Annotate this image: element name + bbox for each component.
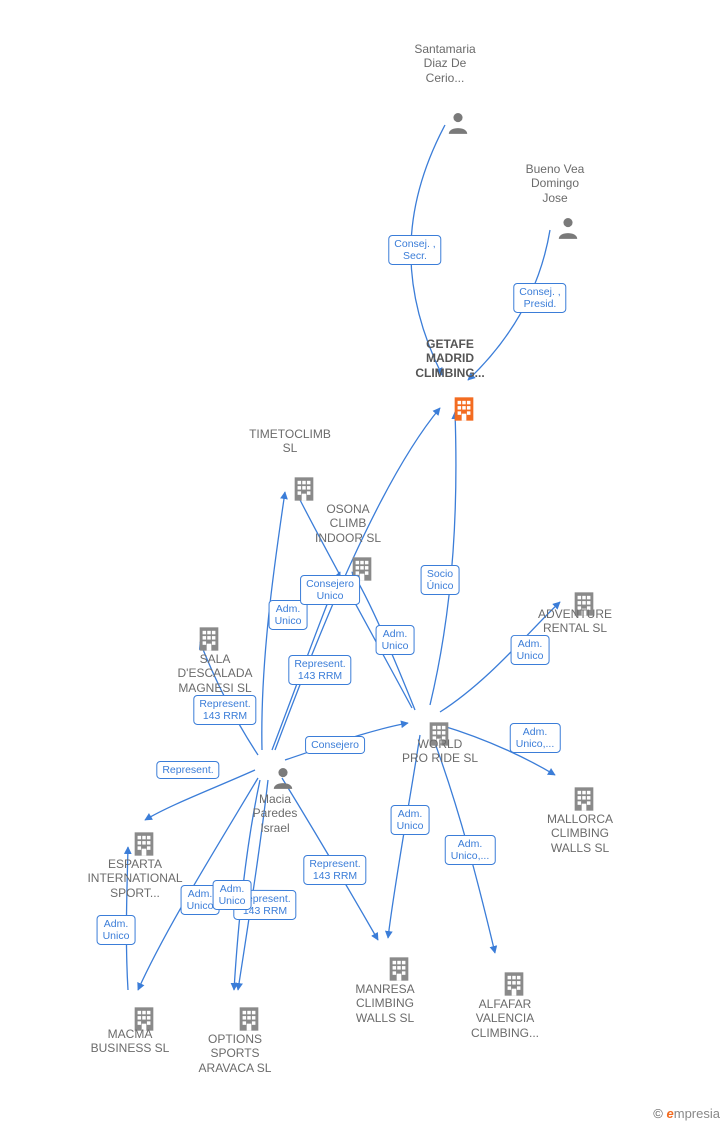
edge-label: Consej. , Secr. — [388, 235, 441, 265]
edge-label: Adm. Unico — [376, 625, 415, 655]
node-label: Macia Paredes Israel — [215, 792, 335, 835]
person-icon — [555, 215, 581, 241]
building-icon — [195, 625, 223, 653]
edge-label: Adm. Unico,... — [510, 723, 561, 753]
node-label: MALLORCA CLIMBING WALLS SL — [520, 812, 640, 855]
node-label: OPTIONS SPORTS ARAVACA SL — [175, 1032, 295, 1075]
building-icon — [385, 955, 413, 983]
edge-label: Consejero — [305, 736, 365, 754]
node-label: ALFAFAR VALENCIA CLIMBING... — [445, 997, 565, 1040]
building-icon — [130, 830, 158, 858]
node-label: MANRESA CLIMBING WALLS SL — [325, 982, 445, 1025]
node-label: MACMA BUSINESS SL — [70, 1027, 190, 1056]
edge — [430, 412, 456, 705]
node-label: TIMETOCLIMB SL — [230, 427, 350, 456]
node-label: Santamaria Diaz De Cerio... — [385, 42, 505, 85]
node-label: Bueno Vea Domingo Jose — [495, 162, 615, 205]
node-label: OSONA CLIMB INDOOR SL — [288, 502, 408, 545]
edge-label: Represent. 143 RRM — [303, 855, 366, 885]
edge-label: Consej. , Presid. — [513, 283, 566, 313]
edge-label: Represent. — [156, 761, 219, 779]
node-label: GETAFE MADRID CLIMBING... — [390, 337, 510, 380]
node-label: SALA D'ESCALADA MAGNESI SL — [155, 652, 275, 695]
building-icon — [450, 395, 478, 423]
edge-label: Represent. 143 RRM — [288, 655, 351, 685]
edge-label: Adm. Unico — [511, 635, 550, 665]
edge-label: Adm. Unico — [213, 880, 252, 910]
person-icon — [270, 765, 296, 791]
person-icon — [445, 110, 471, 136]
brand-logo-e: e — [667, 1106, 674, 1121]
edge-label: Consejero Unico — [300, 575, 360, 605]
edge-label: Socio Único — [421, 565, 460, 595]
brand-logo-rest: mpresia — [674, 1106, 720, 1121]
edge-label: Adm. Unico — [391, 805, 430, 835]
building-icon — [500, 970, 528, 998]
copyright-symbol: © — [653, 1106, 663, 1121]
edge-label: Represent. 143 RRM — [193, 695, 256, 725]
footer-attribution: © empresia — [653, 1106, 720, 1121]
edge-label: Adm. Unico — [97, 915, 136, 945]
edge-label: Adm. Unico,... — [445, 835, 496, 865]
building-icon — [570, 785, 598, 813]
node-label: ESPARTA INTERNATIONAL SPORT... — [75, 857, 195, 900]
building-icon — [290, 475, 318, 503]
building-icon — [235, 1005, 263, 1033]
node-label: ADVENTURE RENTAL SL — [515, 607, 635, 636]
node-label: WORLD PRO RIDE SL — [380, 737, 500, 766]
